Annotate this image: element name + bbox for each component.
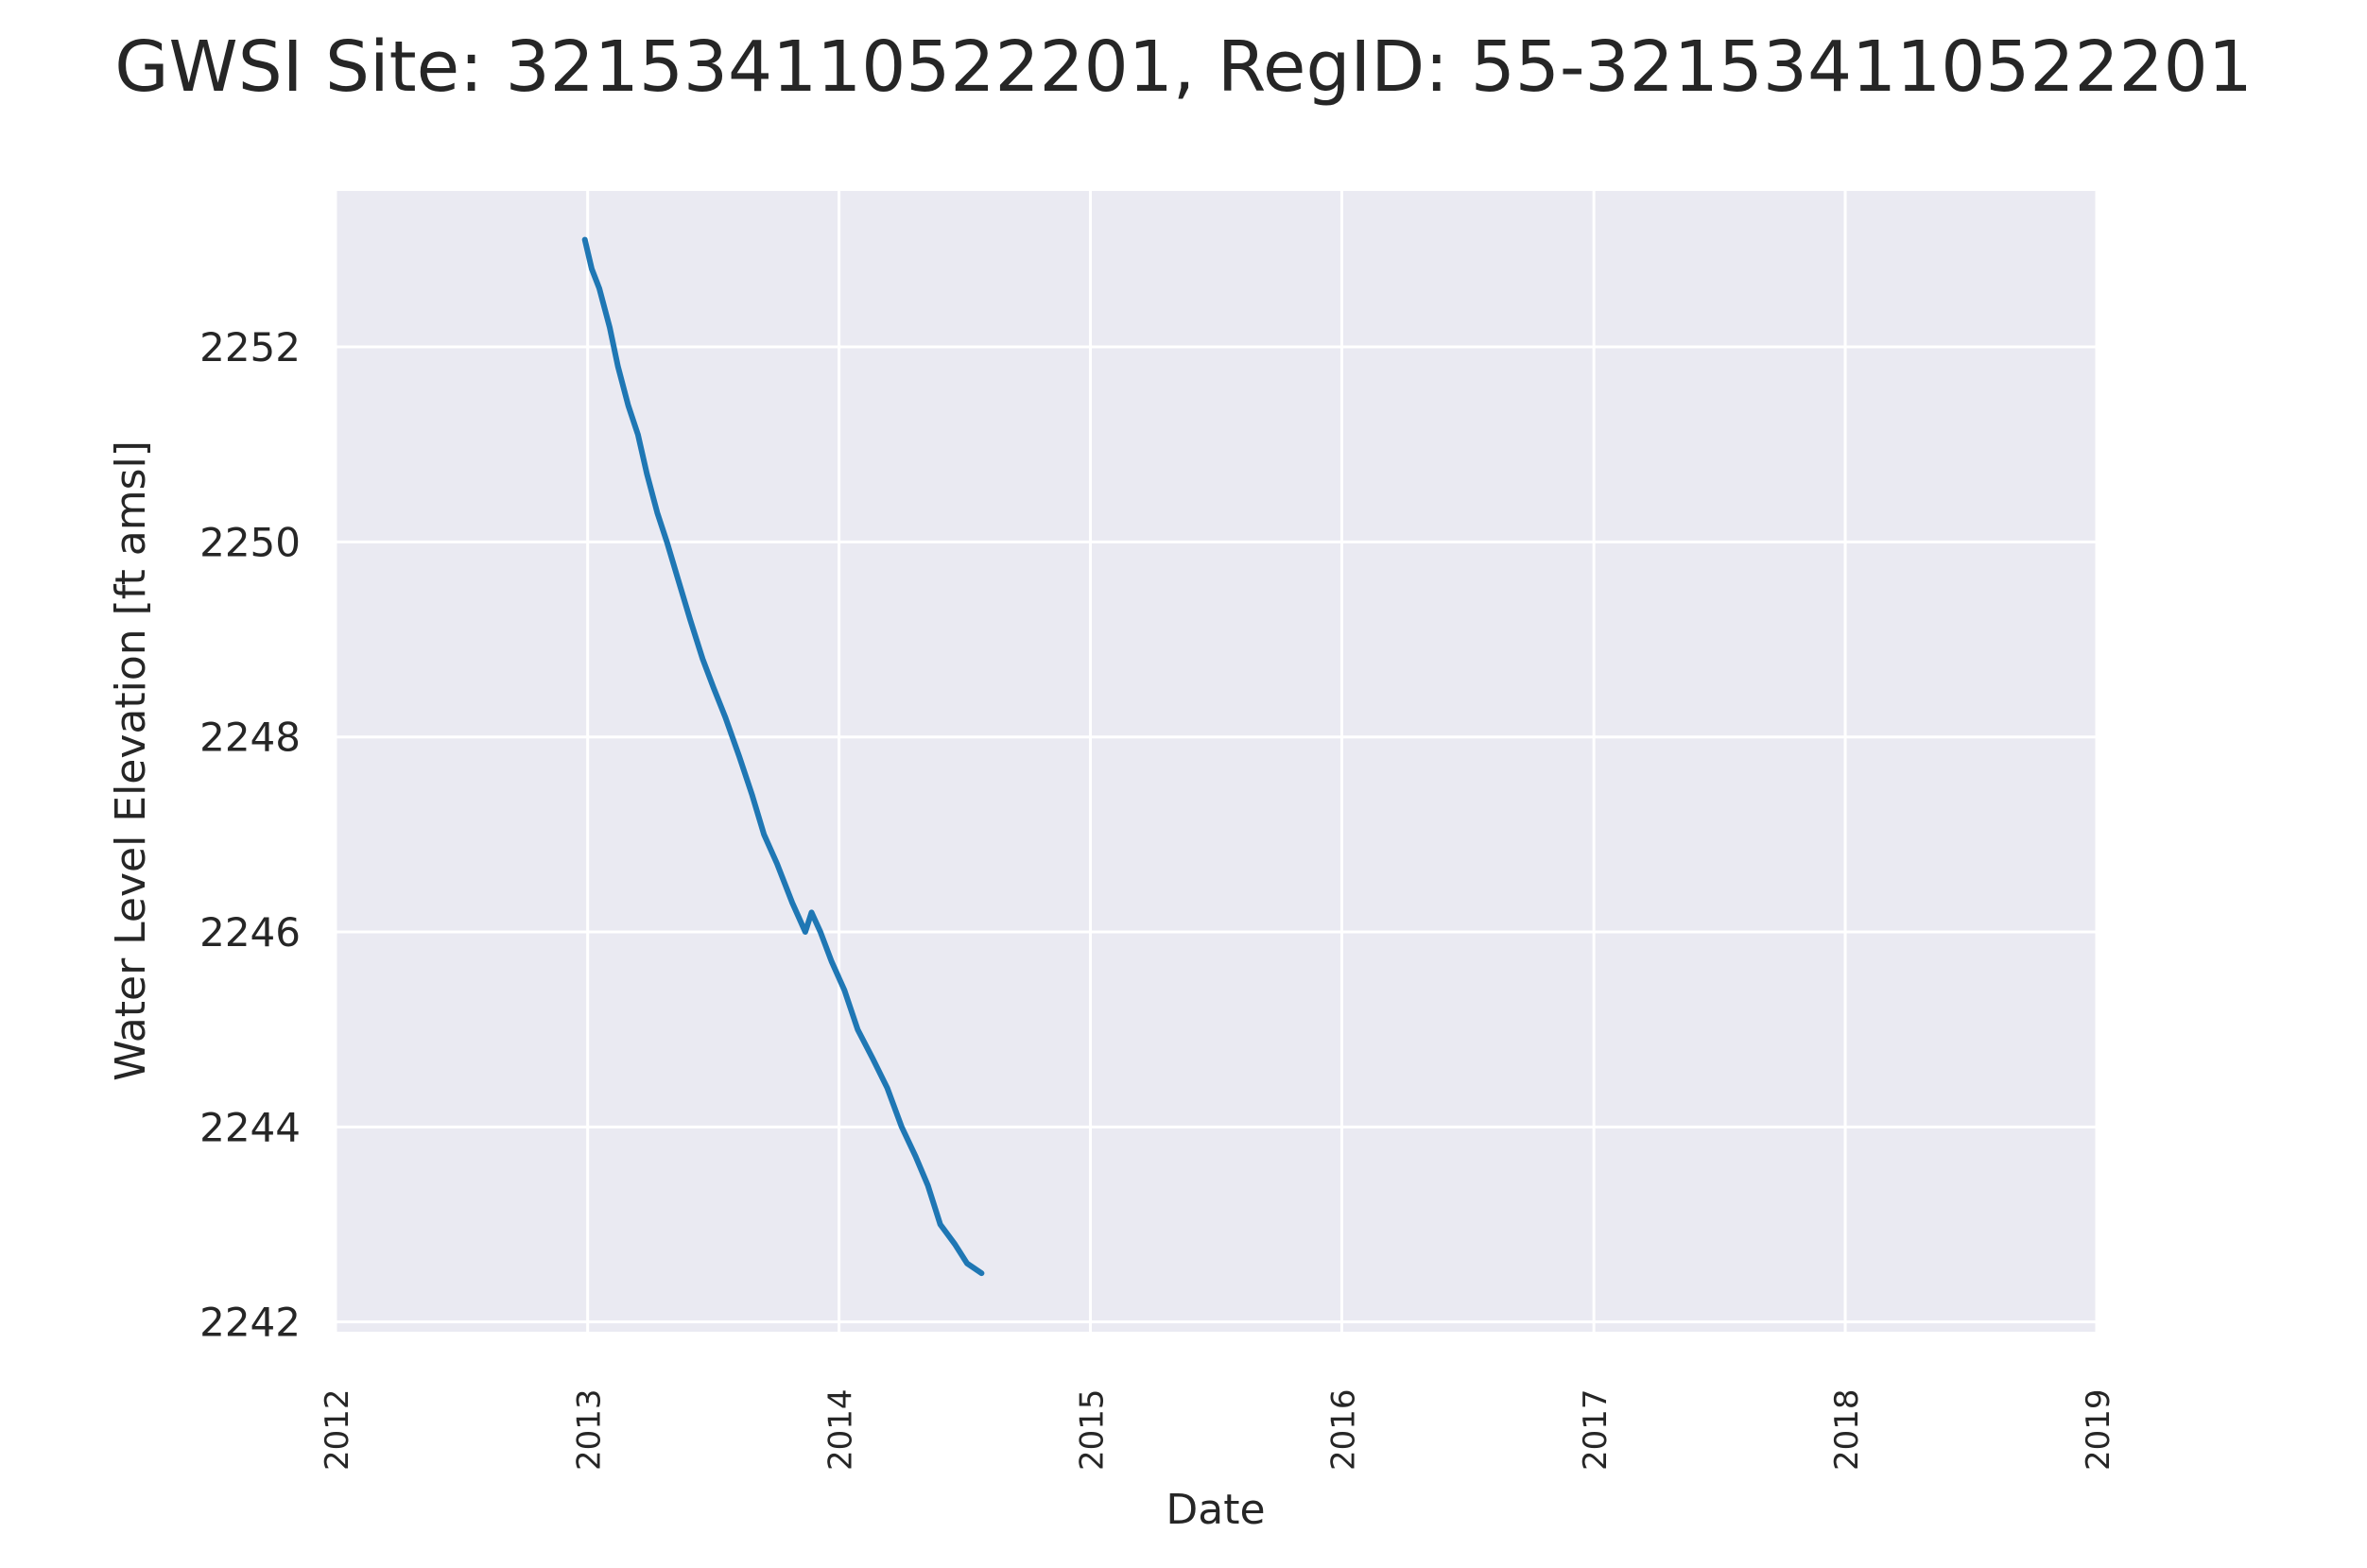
x-gridlines	[334, 191, 2099, 1332]
x-tick-label: 2013	[571, 1388, 609, 1471]
y-tick-label: 2246	[199, 909, 301, 956]
x-tick-label: 2012	[319, 1388, 356, 1471]
chart-title: GWSI Site: 321534110522201, RegID: 55-32…	[114, 26, 2253, 108]
x-axis-label: Date	[1166, 1486, 1265, 1534]
y-tick-label: 2242	[199, 1300, 301, 1346]
x-tick-label: 2014	[822, 1388, 860, 1471]
series-line	[581, 236, 985, 1277]
y-tick-label: 2248	[199, 715, 301, 761]
y-tick-labels: 2242 2244 2246 2248 2250 2252	[199, 324, 301, 1346]
y-tick-label: 2244	[199, 1104, 301, 1150]
y-axis-label: Water Level Elevation [ft amsl]	[107, 440, 155, 1081]
x-tick-label: 2016	[1324, 1388, 1362, 1471]
y-tick-label: 2252	[199, 324, 301, 370]
x-tick-label: 2017	[1577, 1388, 1615, 1471]
x-tick-label: 2019	[2080, 1388, 2117, 1471]
x-tick-labels: 2012 2013 2014 2015 2016 2017 2018 2019	[319, 1388, 2117, 1471]
y-tick-label: 2250	[199, 519, 301, 565]
x-tick-label: 2018	[1828, 1388, 1866, 1471]
x-tick-label: 2015	[1074, 1388, 1112, 1471]
series-layer	[581, 236, 985, 1277]
plot-area-background	[336, 191, 2097, 1332]
y-gridlines	[336, 345, 2097, 1324]
